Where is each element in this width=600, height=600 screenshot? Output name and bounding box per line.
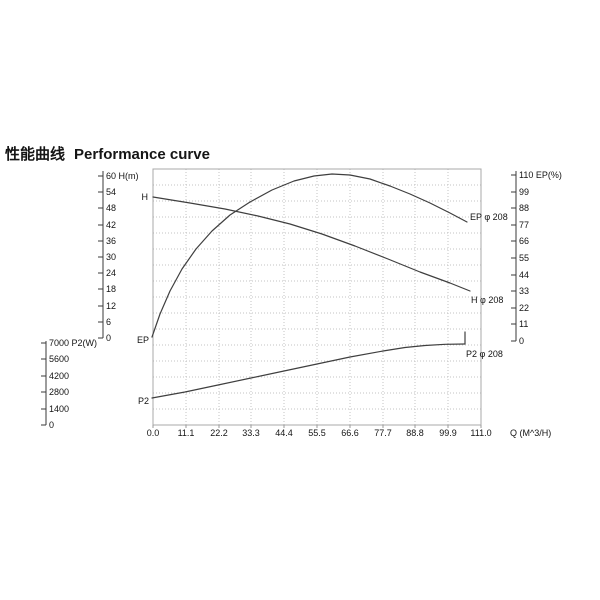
h-axis-tick: 24 [106,268,117,278]
chart-grid [153,169,481,425]
ep-axis-tick: 99 [519,187,530,197]
ep-axis-tick: 88 [519,203,530,213]
page-title-cn: 性能曲线 [5,146,66,163]
ep-axis-tick: 11 [519,319,529,329]
ep-axis-tick: 44 [519,270,530,280]
p2-axis-tick: 2800 [49,387,70,397]
q-axis-tick: 0.0 [146,428,160,438]
page-title-en: Performance curve [74,146,210,163]
p2-curve-start-label: P2 [137,396,149,406]
h-axis-ruler [98,171,104,339]
q-axis-tick: 88.8 [406,428,424,438]
p2-axis-tick: 0 [49,420,55,430]
q-axis-tick: 55.5 [308,428,326,438]
q-axis-unit-label: Q (M^3/H) [510,428,552,438]
plot-border [152,168,482,426]
q-axis-tick: 33.3 [242,428,260,438]
h-axis-tick: 0 [106,333,112,343]
ep-axis-tick: 66 [519,236,530,246]
h-axis-tick: 54 [106,187,117,197]
ep-curve [151,173,468,338]
p2-curve-end-label: P2 φ 208 [466,349,503,359]
p2-axis-tick: 1400 [49,404,70,414]
ep-axis-tick: 77 [519,220,530,230]
h-axis-tick: 42 [106,220,117,230]
ep-axis-tick: 110 EP(%) [519,170,562,180]
h-curve-end-label: H φ 208 [471,295,504,305]
h-axis-tick: 6 [106,317,112,327]
q-axis-tick: 22.2 [210,428,228,438]
h-axis-tick: 48 [106,203,117,213]
q-axis-tick: 11.1 [177,428,195,438]
x-axis-ticks [152,425,482,428]
h-axis-tick: 60 H(m) [106,171,139,181]
h-axis-tick: 36 [106,236,117,246]
h-curve [152,196,471,292]
ep-curve-end-label: EP φ 208 [470,212,508,222]
h-axis-tick: 18 [106,284,117,294]
h-curve-start-label: H [141,192,149,202]
h-axis-tick: 12 [106,301,117,311]
ep-axis-tick: 55 [519,253,530,263]
p2-curve [151,343,466,399]
h-axis-tick: 30 [106,252,117,262]
p2-axis-ruler [41,341,47,426]
q-axis-tick: 99.9 [439,428,457,438]
q-axis-tick: 111.0 [470,428,492,438]
q-axis-tick: 66.6 [341,428,359,438]
ep-curve-start-label: EP [136,335,149,345]
p2-axis-tick: 4200 [49,371,70,381]
q-axis-tick: 44.4 [275,428,293,438]
page-title: 性能曲线 Performance curve [5,143,210,164]
q-axis-tick: 77.7 [374,428,392,438]
ep-axis-tick: 22 [519,303,530,313]
ep-axis-tick: 0 [519,336,525,346]
ep-axis-tick: 33 [519,286,530,296]
p2-axis-tick: 5600 [49,354,70,364]
p2-axis-tick: 7000 P2(W) [49,338,98,348]
ep-axis-ruler [511,171,517,342]
